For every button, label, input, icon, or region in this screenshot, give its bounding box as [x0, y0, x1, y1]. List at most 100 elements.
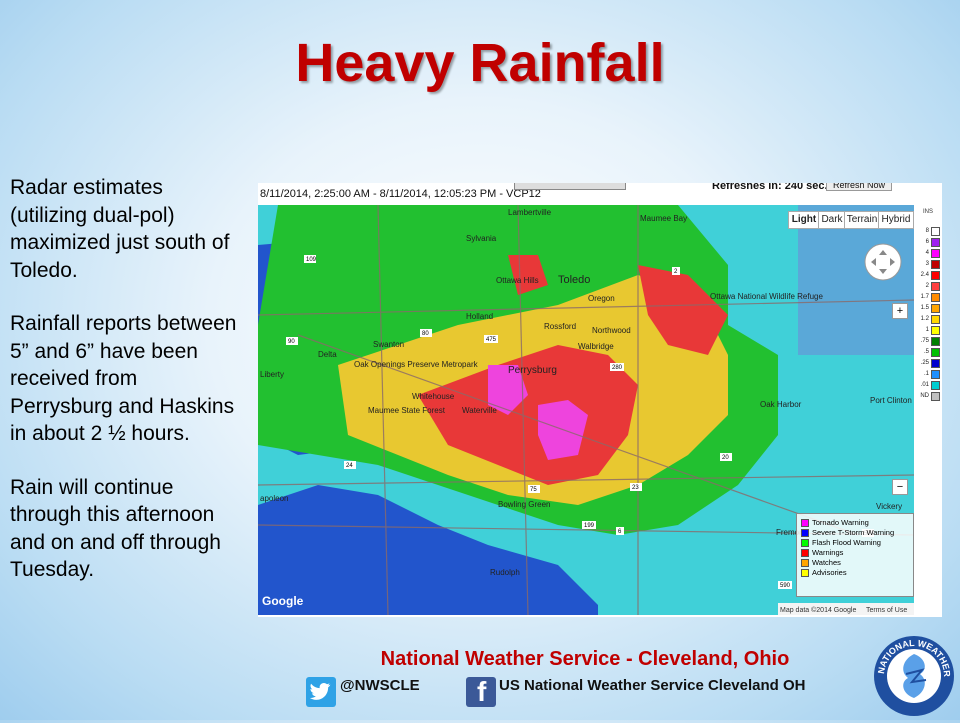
place-fremont: Fremont: [776, 528, 807, 537]
place-port-clinton: Port Clinton: [870, 396, 912, 405]
legend-swatch: [931, 359, 940, 368]
place-oak-harbor: Oak Harbor: [760, 400, 802, 409]
legend-row: .25: [916, 359, 940, 368]
legend-row: 8: [916, 227, 940, 236]
place-vickery: Vickery: [876, 502, 902, 511]
legend-label: 3: [925, 261, 929, 267]
facebook-icon[interactable]: f: [466, 676, 496, 707]
map-type-dark[interactable]: Dark: [818, 211, 846, 229]
zoom-in-button[interactable]: +: [892, 303, 908, 319]
road-2: 2: [674, 269, 678, 275]
road-590: 590: [780, 583, 791, 589]
product-select[interactable]: [514, 183, 626, 190]
refresh-countdown: Refreshes in: 240 sec.: [712, 183, 828, 192]
place-holland: Holland: [466, 312, 493, 321]
legend-label: .25: [920, 360, 929, 366]
pan-control[interactable]: [864, 243, 902, 286]
legend-swatch: [931, 315, 940, 324]
pan-control-icon[interactable]: [864, 243, 902, 281]
road-109: 109: [306, 257, 317, 263]
road-280: 280: [612, 365, 623, 371]
warn-label-warnings: Warnings: [812, 548, 844, 557]
legend-swatch: [931, 249, 940, 258]
legend-label: 1.5: [920, 305, 929, 311]
road-24: 24: [346, 463, 353, 469]
warn-swatch-advisories: [801, 569, 809, 578]
map-type-terrain[interactable]: Terrain: [844, 211, 880, 229]
road-6: 6: [618, 529, 622, 535]
footer-org-name: National Weather Service - Cleveland, Oh…: [380, 648, 790, 670]
legend-row: 1.2: [916, 315, 940, 324]
legend-swatch: [931, 227, 940, 236]
legend-swatch: [931, 260, 940, 269]
legend-label: 8: [925, 228, 929, 234]
place-napoleon: apoleon: [260, 494, 288, 503]
place-northwood: Northwood: [592, 326, 631, 335]
legend-label: 4: [925, 250, 929, 256]
map-type-light[interactable]: Light: [788, 211, 820, 229]
warning-legend-row: Watches: [801, 558, 913, 568]
legend-row: 1: [916, 326, 940, 335]
legend-row: ND: [916, 392, 940, 401]
warn-label-severe: Severe T-Storm Warning: [812, 528, 895, 537]
place-lambertville: Lambertville: [508, 208, 552, 217]
legend-row: .01: [916, 381, 940, 390]
legend-swatch: [931, 381, 940, 390]
warning-legend-row: Flash Flood Warning: [801, 538, 913, 548]
place-maumee-bay: Maumee Bay: [640, 214, 687, 223]
terms-link[interactable]: Terms of Use: [866, 607, 907, 614]
legend-row: 6: [916, 238, 940, 247]
legend-label: 2.4: [920, 272, 929, 278]
legend-row: .5: [916, 348, 940, 357]
place-whitehouse: Whitehouse: [412, 392, 455, 401]
road-75: 75: [530, 487, 537, 493]
legend-swatch: [931, 304, 940, 313]
legend-row: 1.5: [916, 304, 940, 313]
legend-title: INS: [922, 209, 933, 215]
legend-swatch: [931, 293, 940, 302]
radar-map-canvas: Lambertville Sylvania Toledo Maumee Bay …: [258, 205, 914, 615]
zoom-out-button[interactable]: −: [892, 479, 908, 495]
legend-swatch: [931, 337, 940, 346]
road-475: 475: [486, 337, 497, 343]
place-rossford: Rossford: [544, 322, 576, 331]
radar-map[interactable]: Lambertville Sylvania Toledo Maumee Bay …: [258, 205, 914, 615]
place-delta: Delta: [318, 350, 337, 359]
legend-row: 2.4: [916, 271, 940, 280]
legend-row: 2: [916, 282, 940, 291]
warning-legend-row: Advisories: [801, 568, 913, 578]
legend-swatch: [931, 392, 940, 401]
paragraph-reports: Rainfall reports between 5” and 6” have …: [10, 312, 237, 445]
refresh-now-button[interactable]: Refresh Now: [826, 183, 892, 191]
place-sylvania: Sylvania: [466, 234, 497, 243]
place-waterville: Waterville: [462, 406, 497, 415]
legend-swatch: [931, 370, 940, 379]
facebook-page[interactable]: US National Weather Service Cleveland OH: [499, 677, 806, 694]
legend-label: .75: [920, 338, 929, 344]
legend-swatch: [931, 348, 940, 357]
legend-row: .1: [916, 370, 940, 379]
warning-legend-row: Warnings: [801, 548, 913, 558]
place-oak-openings: Oak Openings Preserve Metropark: [354, 360, 479, 369]
place-ottawa-hills: Ottawa Hills: [496, 276, 539, 285]
legend-label: .5: [923, 349, 929, 355]
warning-legend: Tornado Warning Severe T-Storm Warning F…: [796, 513, 914, 597]
legend-label: .1: [923, 371, 929, 377]
place-walbridge: Walbridge: [578, 342, 614, 351]
legend-row: 1.7: [916, 293, 940, 302]
road-90: 90: [288, 339, 295, 345]
warning-legend-row: Severe T-Storm Warning: [801, 528, 913, 538]
place-oregon: Oregon: [588, 294, 615, 303]
twitter-icon[interactable]: [306, 677, 336, 707]
legend-label: ND: [920, 393, 929, 399]
warn-label-watches: Watches: [812, 558, 841, 567]
legend-label: 1: [925, 327, 929, 333]
map-type-hybrid[interactable]: Hybrid: [878, 211, 914, 229]
warn-swatch-flash-flood: [801, 539, 809, 548]
legend-label: 6: [925, 239, 929, 245]
warning-legend-row: Tornado Warning: [801, 518, 913, 528]
legend-label: .01: [920, 382, 929, 388]
twitter-handle[interactable]: @NWSCLE: [340, 677, 420, 694]
place-ottawa-refuge: Ottawa National Wildlife Refuge: [710, 292, 823, 301]
legend-label: 1.7: [920, 294, 929, 300]
